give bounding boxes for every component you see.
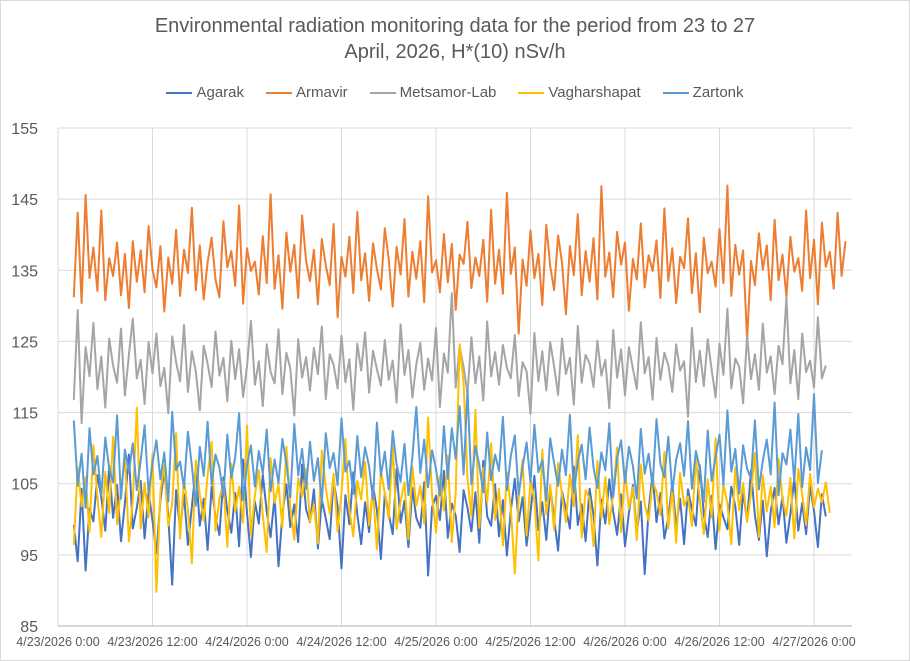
y-tick-label: 135	[11, 263, 38, 280]
legend-item-metsamor-lab[interactable]: Metsamor-Lab	[369, 84, 497, 101]
legend-swatch-vagharshapat	[518, 91, 545, 94]
chart-legend: Agarak Armavir Metsamor-Lab Vagharshapat…	[0, 84, 910, 101]
x-tick-label: 4/27/2026 0:00	[772, 635, 855, 649]
legend-swatch-zartonk	[662, 91, 689, 94]
y-tick-label: 155	[11, 121, 38, 138]
y-tick-label: 85	[20, 619, 38, 636]
legend-item-armavir[interactable]: Armavir	[266, 84, 348, 101]
series-line-armavir	[72, 184, 847, 341]
legend-label-metsamor-lab: Metsamor-Lab	[399, 84, 497, 101]
legend-label-armavir: Armavir	[296, 84, 348, 101]
x-tick-label: 4/24/2026 12:00	[296, 635, 386, 649]
legend-item-agarak[interactable]: Agarak	[166, 84, 244, 101]
y-tick-label: 105	[11, 477, 38, 494]
x-tick-label: 4/24/2026 0:00	[205, 635, 288, 649]
legend-swatch-agarak	[166, 91, 193, 94]
y-tick-label: 125	[11, 334, 38, 351]
x-tick-label: 4/23/2026 12:00	[107, 635, 197, 649]
legend-swatch-metsamor-lab	[369, 91, 396, 94]
legend-swatch-armavir	[266, 91, 292, 94]
legend-item-zartonk[interactable]: Zartonk	[662, 84, 744, 101]
y-tick-label: 95	[20, 548, 38, 565]
x-tick-label: 4/23/2026 0:00	[16, 635, 99, 649]
chart-title-line-2: April, 2026, H*(10) nSv/h	[344, 41, 566, 63]
chart-title-line-1: Environmental radiation monitoring data …	[154, 15, 756, 37]
x-tick-label: 4/25/2026 12:00	[485, 635, 575, 649]
series-line-metsamor-lab	[72, 292, 827, 425]
x-tick-label: 4/25/2026 0:00	[394, 635, 477, 649]
legend-item-vagharshapat[interactable]: Vagharshapat	[518, 84, 641, 101]
y-tick-label: 115	[12, 406, 38, 423]
series-line-zartonk	[72, 388, 823, 509]
x-tick-label: 4/26/2026 0:00	[583, 635, 666, 649]
legend-label-vagharshapat: Vagharshapat	[548, 84, 641, 101]
y-tick-label: 145	[11, 192, 38, 209]
legend-label-agarak: Agarak	[196, 84, 244, 101]
legend-label-zartonk: Zartonk	[692, 84, 744, 101]
x-tick-label: 4/26/2026 12:00	[674, 635, 764, 649]
series-line-vagharshapat	[72, 343, 831, 593]
